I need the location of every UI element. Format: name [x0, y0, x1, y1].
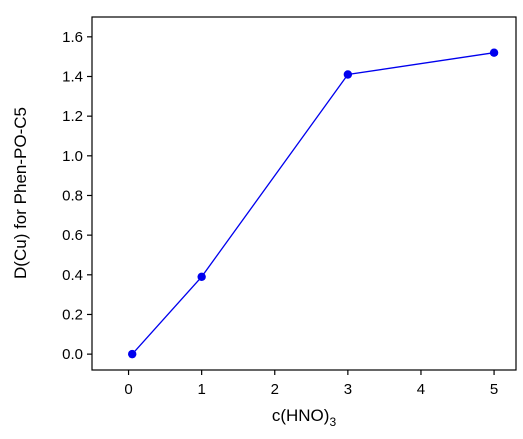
x-tick-label: 3 [344, 381, 352, 398]
series-layer [128, 48, 499, 359]
y-tick-label: 0.4 [62, 267, 83, 284]
series-line [131, 52, 495, 355]
data-point [343, 70, 353, 79]
y-tick-label: 1.2 [62, 108, 83, 125]
x-tick-label: 0 [124, 381, 132, 398]
y-tick-label: 0.0 [62, 346, 83, 363]
data-point [128, 349, 137, 359]
x-axis-ticks: 0 1 2 3 4 5 [124, 370, 498, 398]
x-axis-title: c(HNO)3 [272, 406, 337, 429]
x-tick-label: 2 [271, 381, 279, 398]
y-tick-label: 1.6 [62, 29, 83, 46]
x-tick-label: 4 [417, 381, 425, 398]
x-axis-title-subscript: 3 [329, 415, 336, 429]
x-tick-label: 5 [490, 381, 498, 398]
y-axis-ticks: 0.0 0.2 0.4 0.6 0.8 1.0 1.2 1.4 1.6 [62, 29, 92, 363]
y-tick-label: 1.4 [62, 68, 83, 85]
y-axis-title: D(Cu) for Phen-PO-C5 [11, 107, 30, 279]
data-point [197, 272, 206, 281]
y-tick-label: 0.2 [62, 306, 83, 323]
data-point [489, 48, 499, 57]
x-axis-title-main: c(HNO) [272, 406, 330, 425]
x-tick-label: 1 [197, 381, 205, 398]
y-tick-label: 0.6 [62, 227, 83, 244]
y-tick-label: 1.0 [62, 148, 83, 165]
plot-frame [91, 16, 517, 371]
y-tick-label: 0.8 [62, 187, 83, 204]
